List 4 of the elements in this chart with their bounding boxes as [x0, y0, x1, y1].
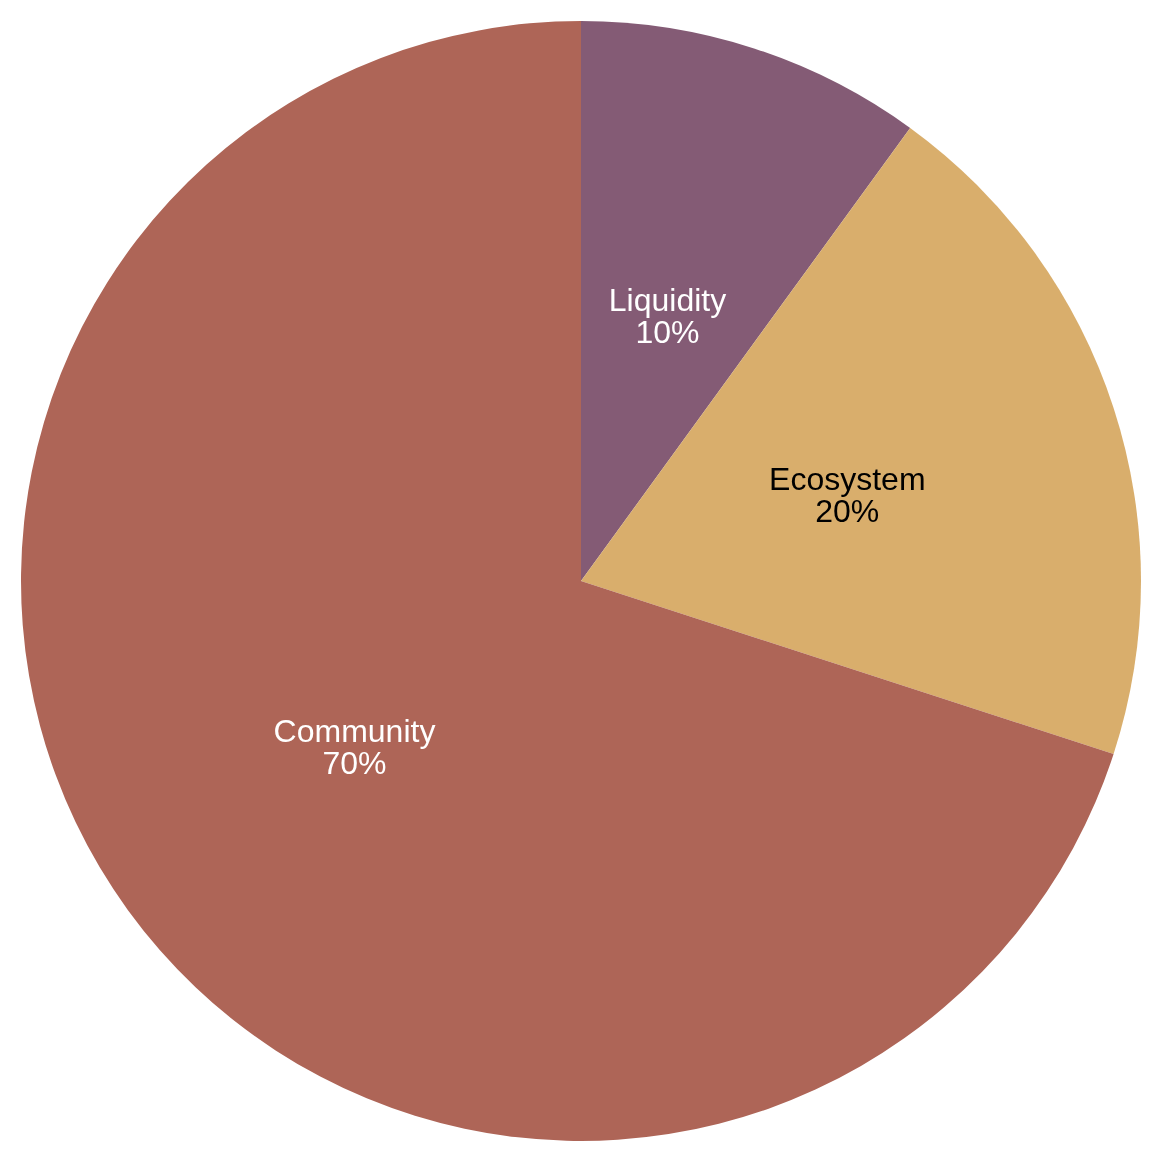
pie-slice	[581, 127, 1140, 755]
slice-label: Liquidity	[608, 281, 727, 318]
slice-label: Ecosystem	[769, 461, 926, 498]
pie-slice	[21, 21, 1114, 1141]
